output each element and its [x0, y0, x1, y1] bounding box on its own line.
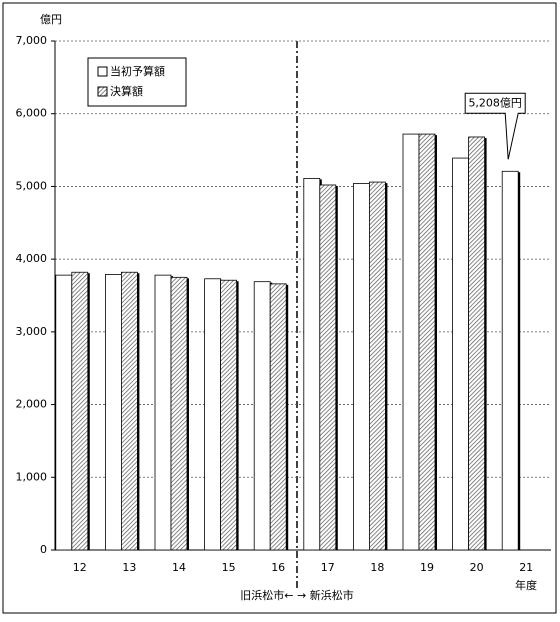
y-tick-label: 7,000: [16, 34, 48, 47]
x-tick-label: 16: [271, 561, 285, 574]
bar: [105, 274, 122, 551]
legend-box: [87, 57, 187, 107]
y-tick-label: 6,000: [16, 107, 48, 120]
bar: [402, 133, 420, 551]
x-tick-label: 21: [519, 561, 533, 574]
bar: [121, 271, 138, 551]
y-tick-label: 1,000: [16, 470, 48, 483]
legend-swatch: [97, 86, 108, 97]
bar: [269, 283, 287, 551]
y-tick-label: 4,000: [16, 252, 48, 265]
bar: [71, 271, 89, 551]
x-tick-label: 19: [420, 561, 434, 574]
bar: [253, 281, 271, 551]
x-label: 年度: [515, 578, 537, 592]
bar: [55, 274, 73, 551]
bar: [501, 170, 519, 551]
bar: [418, 133, 436, 551]
y-tick-label: 5,000: [16, 179, 48, 192]
bar: [468, 136, 486, 551]
bar: [204, 278, 222, 551]
x-tick-label: 14: [172, 561, 186, 574]
x-tick-label: 13: [122, 561, 136, 574]
divider-label: 旧浜松市← → 新浜松市: [240, 588, 353, 602]
x-tick-label: 18: [370, 561, 384, 574]
bar: [220, 279, 238, 551]
y-tick-label: 0: [40, 543, 47, 556]
bar: [319, 184, 337, 551]
legend-label: 決算額: [110, 84, 143, 98]
bar: [352, 183, 370, 551]
value-label: 5,208億円: [468, 96, 522, 109]
x-tick-label: 20: [470, 561, 484, 574]
y-tick-label: 3,000: [16, 325, 48, 338]
bar: [154, 274, 172, 551]
bar: [368, 181, 386, 551]
callout: [464, 92, 526, 160]
legend-label: 当初予算額: [110, 64, 165, 78]
y-unit: 億円: [40, 13, 62, 26]
legend-swatch: [97, 66, 108, 77]
y-tick-label: 2,000: [16, 398, 48, 411]
x-tick-label: 17: [321, 561, 335, 574]
x-tick-label: 12: [73, 561, 87, 574]
x-tick-label: 15: [222, 561, 236, 574]
bar: [170, 276, 188, 551]
bar: [452, 157, 470, 551]
bar: [303, 178, 321, 551]
